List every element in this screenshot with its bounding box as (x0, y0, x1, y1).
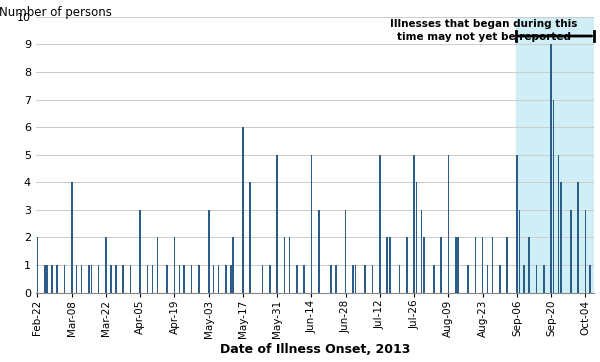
Bar (553, 100, 554, 293)
Bar (225, 265, 227, 293)
Bar (413, 155, 415, 293)
Bar (232, 237, 234, 293)
Bar (457, 237, 459, 293)
Bar (91, 265, 92, 293)
Bar (98, 265, 100, 293)
Bar (475, 237, 476, 293)
Bar (147, 265, 148, 293)
Bar (311, 155, 312, 293)
Bar (379, 155, 381, 293)
Bar (173, 237, 175, 293)
Bar (198, 265, 200, 293)
Bar (499, 265, 500, 293)
Bar (589, 265, 591, 293)
Bar (352, 265, 354, 293)
Bar (543, 265, 545, 293)
Bar (157, 237, 158, 293)
Bar (318, 210, 320, 293)
Bar (115, 265, 116, 293)
Bar (536, 265, 537, 293)
Bar (88, 265, 89, 293)
Bar (208, 210, 209, 293)
Text: Number of persons: Number of persons (0, 6, 112, 19)
Bar (523, 265, 525, 293)
Bar (191, 265, 193, 293)
Bar (110, 265, 112, 293)
Bar (529, 237, 530, 293)
Bar (262, 265, 263, 293)
Bar (423, 237, 425, 293)
Bar (560, 182, 562, 293)
Bar (345, 210, 346, 293)
Bar (250, 182, 251, 293)
Bar (389, 237, 391, 293)
Bar (46, 265, 48, 293)
Bar (482, 237, 484, 293)
Bar (269, 265, 271, 293)
Bar (218, 265, 219, 293)
Bar (467, 265, 469, 293)
Bar (491, 237, 493, 293)
X-axis label: Date of Illness Onset, 2013: Date of Illness Onset, 2013 (220, 344, 410, 357)
Bar (440, 237, 442, 293)
Bar (372, 265, 373, 293)
Bar (455, 237, 457, 293)
Bar (515, 17, 595, 293)
Bar (184, 265, 185, 293)
Bar (130, 265, 131, 293)
Bar (557, 155, 559, 293)
Bar (139, 210, 141, 293)
Bar (364, 265, 366, 293)
Bar (179, 265, 180, 293)
Bar (242, 127, 244, 293)
Bar (386, 237, 388, 293)
Bar (76, 265, 77, 293)
Bar (506, 237, 508, 293)
Bar (56, 265, 58, 293)
Bar (166, 265, 168, 293)
Bar (584, 210, 586, 293)
Bar (570, 210, 572, 293)
Bar (406, 237, 407, 293)
Bar (213, 265, 214, 293)
Bar (289, 237, 290, 293)
Bar (355, 265, 356, 293)
Bar (122, 265, 124, 293)
Bar (64, 265, 65, 293)
Bar (284, 237, 286, 293)
Bar (230, 265, 232, 293)
Bar (399, 265, 400, 293)
Bar (330, 265, 332, 293)
Bar (296, 265, 298, 293)
Bar (335, 265, 337, 293)
Bar (152, 265, 153, 293)
Bar (487, 265, 488, 293)
Bar (421, 210, 422, 293)
Bar (518, 210, 520, 293)
Text: Illnesses that began during this
time may not yet be reported: Illnesses that began during this time ma… (391, 20, 578, 42)
Bar (37, 237, 38, 293)
Bar (304, 265, 305, 293)
Bar (44, 265, 46, 293)
Bar (577, 182, 579, 293)
Bar (550, 44, 552, 293)
Bar (81, 265, 82, 293)
Bar (52, 265, 53, 293)
Bar (277, 155, 278, 293)
Bar (516, 155, 518, 293)
Bar (416, 182, 418, 293)
Bar (71, 182, 73, 293)
Bar (105, 237, 107, 293)
Bar (433, 265, 434, 293)
Bar (448, 155, 449, 293)
